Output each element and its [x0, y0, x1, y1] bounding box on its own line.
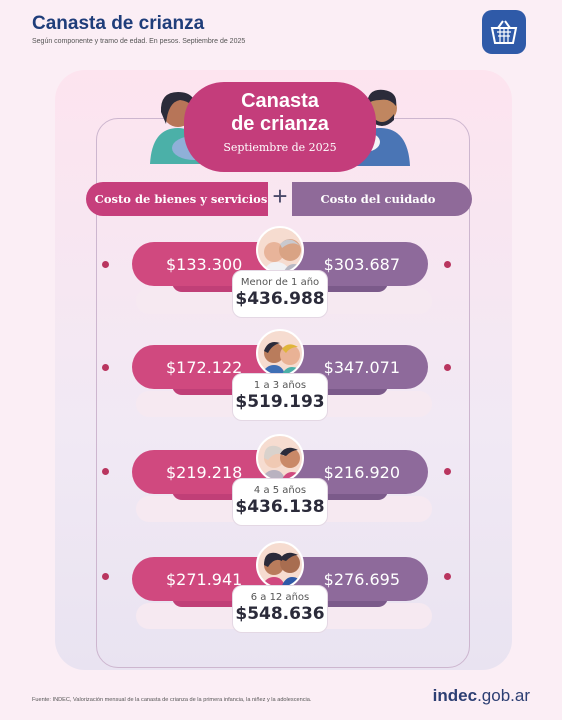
- age-range-label: 1 a 3 años: [253, 380, 307, 391]
- toddler-avatar: [256, 329, 304, 377]
- connector-dot: [102, 573, 109, 580]
- goods-cost: $219.218: [132, 450, 280, 494]
- age-range-label: 6 a 12 años: [250, 592, 310, 603]
- age-range-label: Menor de 1 año: [240, 277, 320, 288]
- logo-main: indec: [432, 686, 478, 705]
- care-cost: $303.687: [280, 242, 428, 286]
- child-avatar: [256, 434, 304, 482]
- connector-dot: [102, 468, 109, 475]
- kids-avatar: [256, 541, 304, 589]
- hero-title-line1: Canasta: [241, 90, 319, 112]
- connector-dot: [444, 364, 451, 371]
- total-value: $436.988: [235, 289, 325, 309]
- total-value: $548.636: [235, 604, 325, 624]
- total-card: 1 a 3 años $519.193: [232, 373, 328, 421]
- goods-cost: $133.300: [132, 242, 280, 286]
- age-row: $219.218 $216.920 4 a 5 años $436.138: [120, 434, 440, 526]
- total-value: $519.193: [235, 392, 325, 412]
- page-title: Canasta de crianza: [32, 13, 205, 34]
- indec-logo[interactable]: indec.gob.ar: [433, 686, 530, 706]
- hero-title-line2: de crianza: [231, 113, 329, 135]
- total-card: Menor de 1 año $436.988: [232, 270, 328, 318]
- source-note: Fuente: INDEC, Valorización mensual de l…: [32, 697, 312, 703]
- goods-component-label: Costo de bienes y servicios: [86, 182, 268, 216]
- hero-date: Septiembre de 2025: [223, 141, 337, 154]
- connector-dot: [444, 468, 451, 475]
- page-subtitle: Según componente y tramo de edad. En pes…: [32, 38, 246, 45]
- age-row: $271.941 $276.695 6 a 12 años $548.636: [120, 541, 440, 633]
- connector-dot: [102, 261, 109, 268]
- hero-banner: Canasta de crianza Septiembre de 2025: [184, 82, 376, 172]
- connector-dot: [444, 573, 451, 580]
- basket-icon: [482, 10, 526, 54]
- total-value: $436.138: [235, 497, 325, 517]
- total-card: 6 a 12 años $548.636: [232, 585, 328, 633]
- plus-icon: +: [272, 181, 288, 211]
- connector-dot: [102, 364, 109, 371]
- care-cost: $347.071: [280, 345, 428, 389]
- connector-dot: [444, 261, 451, 268]
- age-range-label: 4 a 5 años: [253, 485, 307, 496]
- logo-suffix: .gob.ar: [477, 686, 530, 705]
- age-row: $133.300 $303.687 Menor de 1 año $436.98…: [120, 226, 440, 318]
- total-card: 4 a 5 años $436.138: [232, 478, 328, 526]
- hero-title: Canasta de crianza: [184, 90, 376, 136]
- care-component-label: Costo del cuidado: [292, 182, 472, 216]
- age-row: $172.122 $347.071 1 a 3 años $519.193: [120, 329, 440, 421]
- baby-avatar: [256, 226, 304, 274]
